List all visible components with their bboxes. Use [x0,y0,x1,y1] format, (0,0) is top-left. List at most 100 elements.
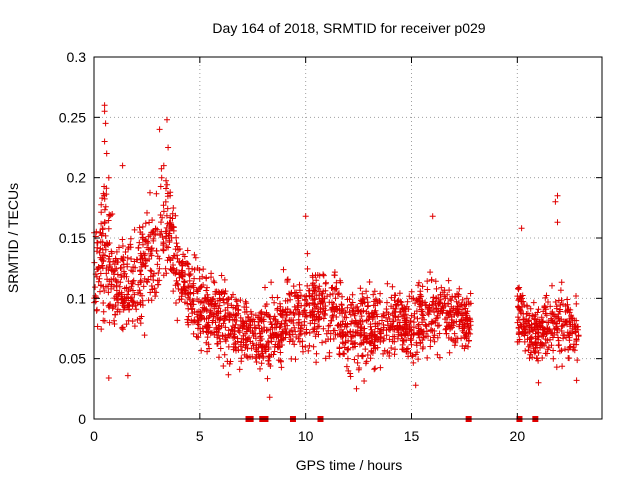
data-point [448,303,455,310]
data-point [339,329,346,336]
data-point [564,296,571,303]
data-point [368,326,375,333]
data-point [242,330,249,337]
data-point [266,361,272,368]
data-point [407,318,414,324]
data-point [518,225,525,232]
data-point [173,240,180,247]
data-point [316,323,323,330]
data-point [297,325,304,331]
data-point [441,293,448,300]
data-point [431,338,438,345]
data-point [560,318,567,325]
data-point [317,306,324,313]
data-point [190,319,196,326]
y-tick-label: 0.3 [67,49,87,65]
data-point [300,348,306,355]
data-point [351,356,358,363]
data-point [170,205,177,211]
data-point [518,298,524,305]
data-point [310,280,316,287]
data-point [558,297,565,304]
data-point [364,303,371,310]
data-point [568,312,575,319]
data-point [461,301,468,308]
data-point [128,256,135,262]
data-point [404,314,410,321]
data-point [464,320,471,327]
data-point [137,320,144,327]
data-point [334,331,341,338]
data-point [212,291,219,298]
data-point [569,330,576,337]
data-point [342,331,349,338]
data-point [392,292,399,299]
data-point [233,302,240,309]
data-point [533,320,540,326]
data-point [204,291,211,298]
data-point [96,249,103,256]
data-point [185,291,192,298]
data-point [424,286,431,293]
data-point [374,300,381,307]
data-point [515,297,522,304]
data-point [554,192,561,199]
data-point [226,311,233,318]
data-point [266,394,273,401]
data-point [163,270,170,277]
data-point [106,263,113,270]
data-point [389,283,396,290]
data-point [517,307,524,314]
data-point [171,252,178,259]
data-point [274,294,281,301]
data-point [196,275,203,282]
data-point [522,347,529,354]
data-point [330,301,337,307]
data-point [108,285,115,292]
data-point [381,347,388,354]
data-point [303,313,310,320]
data-point [350,308,357,315]
data-point [379,317,385,324]
data-point [118,325,125,331]
data-point [125,278,132,285]
y-tick-label: 0.1 [67,290,87,306]
data-point [241,309,248,316]
data-point [113,287,120,294]
data-point [437,291,444,298]
data-point [133,256,140,263]
data-point [147,267,154,274]
data-point [306,330,313,336]
data-point [101,108,108,115]
data-point [515,314,521,321]
data-point [535,334,542,340]
data-point [391,351,398,358]
data-point [213,288,220,295]
data-point [129,268,136,275]
data-point [384,318,391,325]
data-point [408,312,415,319]
data-point [542,304,549,311]
data-point [147,250,154,257]
data-point [552,299,559,305]
data-point [204,334,211,341]
data-point [112,302,119,309]
data-point [230,335,237,341]
data-point [247,322,254,328]
data-point [565,346,572,353]
data-point [354,323,361,330]
data-point [194,296,201,303]
data-point [302,213,309,220]
data-point [565,355,572,361]
data-point [250,333,257,339]
data-point [118,255,125,262]
data-point [463,334,470,340]
data-point [531,315,538,322]
data-point [356,365,363,371]
data-point [127,295,134,302]
data-point [370,302,377,309]
data-point [399,337,406,344]
data-point [197,325,204,332]
data-point [274,305,281,312]
data-point [220,363,227,369]
